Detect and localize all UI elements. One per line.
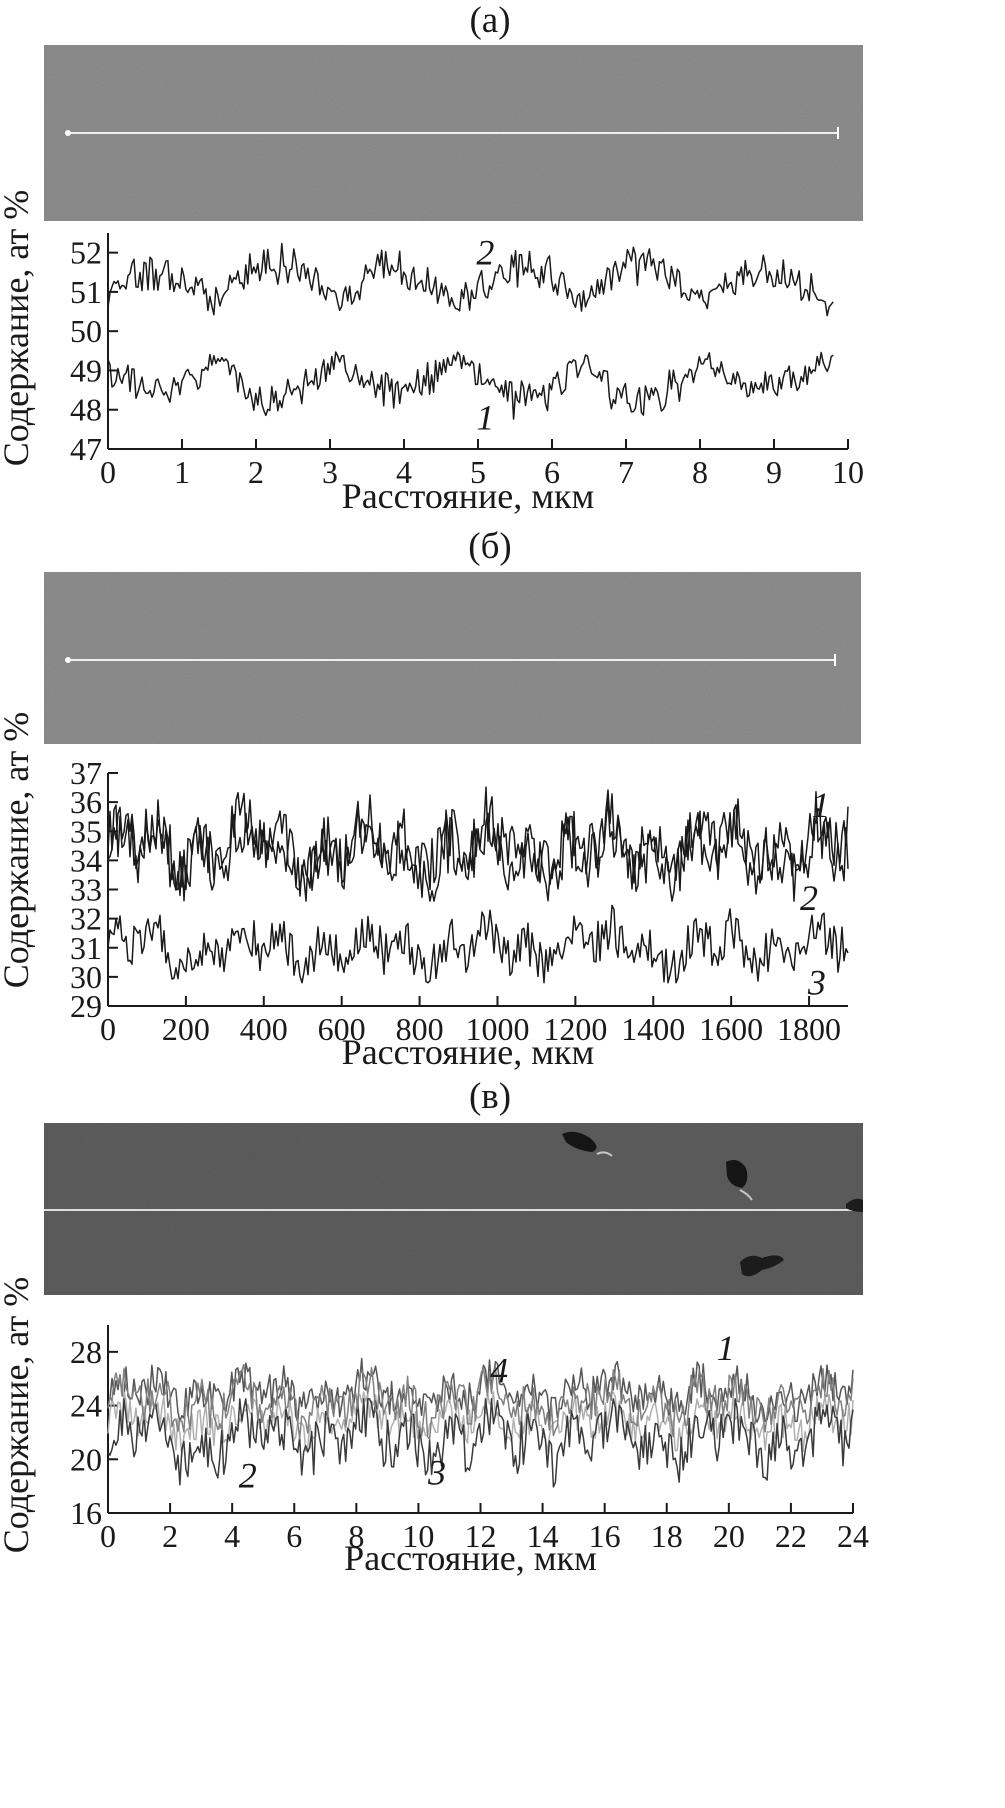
x-tick-label: 2: [248, 454, 264, 490]
y-tick-label: 50: [70, 313, 102, 349]
series-line-3: [107, 904, 849, 984]
pore-3: [726, 1160, 748, 1188]
x-tick-label: 9: [766, 454, 782, 490]
x-tick-label: 12: [465, 1518, 497, 1554]
x-tick-label: 8: [692, 454, 708, 490]
curve-label-3: 3: [427, 1453, 446, 1493]
x-tick-label: 7: [618, 454, 634, 490]
curve-label-3: 3: [807, 963, 826, 1003]
scan-start-marker-b: [65, 657, 71, 663]
series-line-1: [107, 786, 849, 891]
x-tick-label: 600: [318, 1011, 366, 1047]
x-tick-label: 20: [713, 1518, 745, 1554]
chart-c: 0 2 4 6 8 10 12 14 16 18 20 22 2416202428Расстояние,…: [0, 1277, 869, 1578]
pore-6: [846, 1198, 863, 1212]
curve-label-2: 2: [800, 878, 818, 918]
y-tick-label: 51: [70, 274, 102, 310]
pore-5: [740, 1255, 784, 1277]
y-tick-label: 30: [70, 959, 102, 995]
pore-4: [739, 1189, 753, 1201]
y-tick-label: 24: [70, 1388, 102, 1424]
x-tick-label: 6: [286, 1518, 302, 1554]
curve-label-1: 1: [812, 785, 830, 825]
x-axis-title: Расстояние, мкм: [344, 1538, 597, 1578]
series-line-2: [107, 1391, 854, 1457]
x-tick-label: 8: [348, 1518, 364, 1554]
x-axis-title: Расстояние, мкм: [342, 1032, 595, 1072]
x-tick-label: 2: [162, 1518, 178, 1554]
chart-b: 0 200 400 600 800 1000 1200 1400 1600 18002930313…: [0, 712, 849, 1072]
x-tick-label: 1800: [777, 1011, 841, 1047]
x-tick-label: 16: [589, 1518, 621, 1554]
y-tick-label: 16: [70, 1495, 102, 1531]
y-tick-label: 32: [70, 901, 102, 937]
series-line-2: [107, 799, 849, 902]
x-tick-label: 0: [100, 1518, 116, 1554]
micrograph-a: [44, 45, 863, 221]
y-tick-label: 36: [70, 784, 102, 820]
y-tick-label: 48: [70, 392, 102, 428]
x-tick-label: 200: [162, 1011, 210, 1047]
series-line-2: [107, 242, 834, 317]
x-tick-label: 1400: [621, 1011, 685, 1047]
x-tick-label: 800: [396, 1011, 444, 1047]
y-tick-label: 20: [70, 1441, 102, 1477]
x-tick-label: 10: [402, 1518, 434, 1554]
y-tick-label: 34: [70, 842, 102, 878]
y-axis-title: Содержание, ат %: [0, 1277, 36, 1553]
curve-label-4: 4: [490, 1351, 508, 1391]
scan-start-marker-a: [65, 130, 71, 136]
x-tick-label: 24: [837, 1518, 869, 1554]
curve-label-2: 2: [239, 1455, 257, 1495]
x-tick-label: 1: [174, 454, 190, 490]
series-line-3: [107, 1398, 854, 1488]
x-tick-label: 3: [322, 454, 338, 490]
curve-label-1: 1: [476, 398, 494, 438]
x-tick-label: 1200: [543, 1011, 607, 1047]
x-tick-label: 1000: [465, 1011, 529, 1047]
series-line-1: [107, 351, 834, 420]
x-tick-label: 6: [544, 454, 560, 490]
panel-a-label: (а): [469, 0, 510, 41]
x-tick-label: 0: [100, 454, 116, 490]
y-tick-label: 28: [70, 1334, 102, 1370]
panel-b: (б) 0 200 400 600 800 1000 1200 1400 1600 1800293…: [0, 526, 861, 1072]
x-tick-label: 10: [832, 454, 864, 490]
x-tick-label: 18: [651, 1518, 683, 1554]
pore-1: [562, 1131, 597, 1152]
x-tick-label: 4: [224, 1518, 240, 1554]
x-tick-label: 5: [470, 454, 486, 490]
y-tick-label: 47: [70, 431, 102, 467]
x-tick-label: 1600: [699, 1011, 763, 1047]
x-tick-label: 4: [396, 454, 412, 490]
x-tick-label: 14: [527, 1518, 559, 1554]
y-axis-title: Содержание, ат %: [0, 190, 36, 466]
y-tick-label: 29: [70, 988, 102, 1024]
y-axis-title: Содержание, ат %: [0, 712, 36, 988]
y-tick-label: 35: [70, 813, 102, 849]
panel-b-label: (б): [468, 526, 511, 567]
y-tick-label: 52: [70, 235, 102, 271]
x-tick-label: 0: [100, 1011, 116, 1047]
series-line-4: [107, 1363, 854, 1440]
curve-label-1: 1: [717, 1328, 735, 1368]
x-tick-label: 22: [775, 1518, 807, 1554]
micrograph-b: [44, 572, 861, 744]
x-tick-label: 400: [240, 1011, 288, 1047]
y-tick-label: 49: [70, 352, 102, 388]
pore-2: [596, 1151, 613, 1157]
curve-label-2: 2: [476, 233, 494, 273]
y-tick-label: 33: [70, 872, 102, 908]
y-tick-label: 31: [70, 930, 102, 966]
x-axis-title: Расстояние, мкм: [342, 476, 595, 516]
panel-c: (в) 0 2 4 6 8 10 12 14 16 18 20 22 2416202428Расстоя…: [0, 1076, 869, 1578]
micrograph-c: [44, 1123, 863, 1295]
y-tick-label: 37: [70, 755, 102, 791]
panel-c-label: (в): [469, 1076, 511, 1117]
